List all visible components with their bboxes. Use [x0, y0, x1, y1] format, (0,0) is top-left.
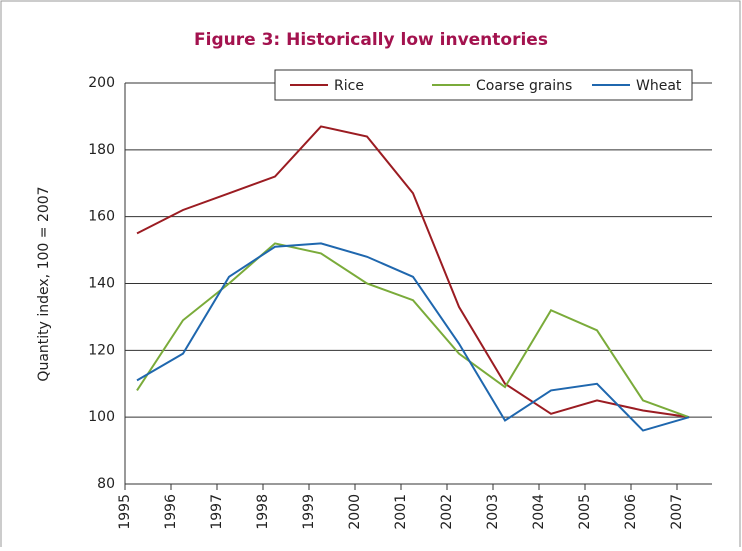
chart-title: Figure 3: Historically low inventories: [194, 30, 548, 50]
series-line: [136, 242, 690, 419]
legend-label: Wheat: [636, 78, 682, 94]
x-tick-label: 2001: [393, 494, 409, 530]
x-tick-label: 2006: [623, 494, 639, 530]
x-tick-label: 2004: [531, 494, 547, 530]
x-tick-label: 1999: [301, 494, 317, 530]
y-tick-label: 100: [88, 409, 115, 425]
y-tick-label: 120: [88, 342, 115, 358]
y-tick-label: 200: [88, 75, 115, 91]
series-line: [136, 242, 690, 432]
y-tick-label: 80: [97, 476, 115, 492]
x-tick-label: 1998: [255, 494, 271, 530]
x-tick-label: 2007: [669, 494, 685, 530]
y-tick-label: 160: [88, 209, 115, 225]
y-tick-label: 180: [88, 142, 115, 158]
legend-label: Coarse grains: [476, 78, 572, 94]
x-tick-label: 2000: [347, 494, 363, 530]
y-tick-label: 140: [88, 276, 115, 292]
x-tick-label: 1997: [209, 494, 225, 530]
legend-label: Rice: [334, 78, 364, 94]
x-tick-label: 1996: [163, 494, 179, 530]
x-tick-label: 1995: [117, 494, 133, 530]
y-axis-label: Quantity index, 100 = 2007: [36, 186, 52, 381]
series-line: [136, 125, 690, 419]
x-tick-label: 2005: [577, 494, 593, 530]
x-tick-label: 2002: [439, 494, 455, 530]
x-tick-label: 2003: [485, 494, 501, 530]
